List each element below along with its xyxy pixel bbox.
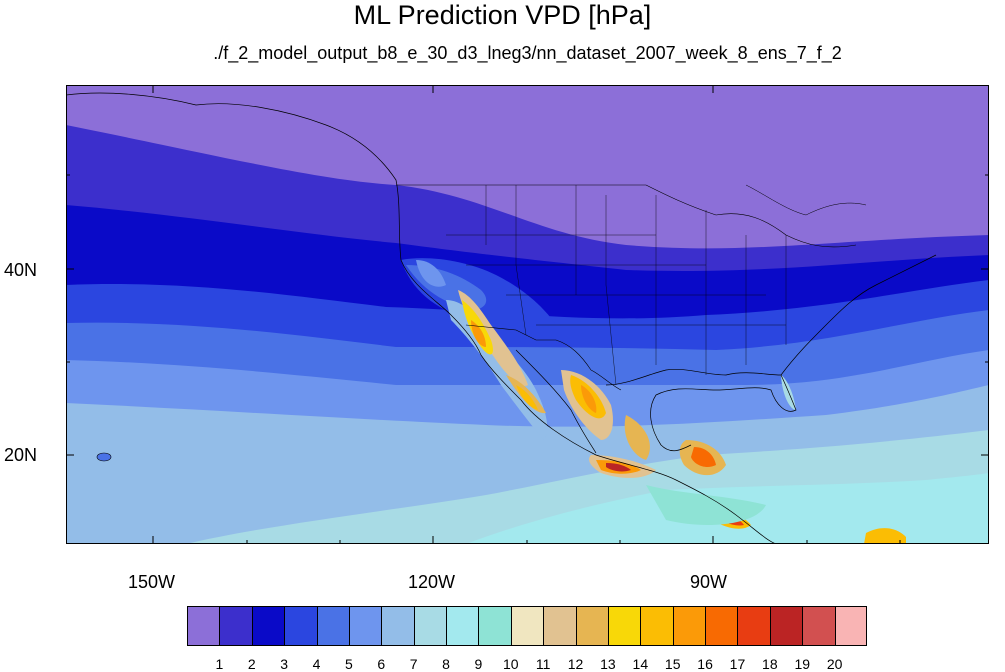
guatemala-2 [691, 447, 716, 468]
colorbar-swatch [478, 606, 512, 646]
x-tick-90w: 90W [690, 572, 728, 592]
colorbar-label: 8 [442, 656, 450, 672]
colorbar-swatch [187, 606, 220, 646]
y-tick-40n: 40N [4, 260, 38, 280]
colorbar-label: 18 [762, 656, 778, 672]
colorbar-swatch [381, 606, 415, 646]
colorbar-swatch [510, 606, 544, 646]
sw-dry-4 [471, 320, 486, 347]
colorbar-swatch [543, 606, 577, 646]
canada-outline [745, 184, 867, 216]
sw-dry-1 [446, 300, 548, 440]
gulf-of-california [515, 349, 597, 454]
nevada [416, 260, 446, 287]
pacific-coastline [66, 92, 777, 544]
colorbar-swatch [705, 606, 738, 646]
map-panel [66, 85, 989, 544]
colorbar-swatch [737, 606, 771, 646]
atlantic-coastline [780, 254, 937, 376]
mex-plateau-3 [581, 385, 597, 413]
mex-south-1 [624, 415, 650, 460]
colorbar-swatch [575, 606, 609, 646]
colorbar-label: 11 [535, 656, 551, 672]
colorbar-label: 16 [697, 656, 713, 672]
colorbar-swatch [834, 606, 867, 646]
colorbar-swatch [769, 606, 803, 646]
colorbar-label: 7 [409, 656, 418, 672]
colorbar-label: 19 [794, 656, 811, 672]
colorbar-label: 4 [312, 656, 321, 672]
figure-title: ML Prediction VPD [hPa] [353, 0, 652, 30]
colorbar-swatch [316, 606, 350, 646]
colorbar-label: 3 [280, 656, 289, 672]
hawaii [96, 452, 112, 462]
colorbar-swatch [413, 606, 447, 646]
us-mexico-border [465, 324, 622, 391]
colorbar-label: 15 [664, 656, 681, 672]
colorbar-label: 5 [344, 656, 353, 672]
colorbar-label: 9 [474, 656, 483, 672]
colorbar [187, 606, 867, 648]
x-tick-150w: 150W [128, 572, 176, 592]
colorbar-swatch [607, 606, 641, 646]
venezuela [864, 528, 906, 544]
colorbar-label: 14 [632, 656, 649, 672]
colorbar-swatch [446, 606, 479, 646]
vpd-contour-map [66, 85, 989, 544]
mex-hot-3 [606, 463, 631, 472]
colorbar-label: 17 [729, 656, 746, 672]
x-tick-120w: 120W [408, 572, 456, 592]
gulf-coastline [605, 369, 797, 452]
colorbar-label: 10 [503, 656, 519, 672]
colorbar-label: 2 [247, 656, 256, 672]
figure-subtitle: ./f_2_model_output_b8_e_30_d3_lneg3/nn_d… [213, 43, 842, 63]
colorbar-label: 1 [215, 656, 224, 672]
colorbar-label: 6 [377, 656, 386, 672]
colorbar-label: 13 [600, 656, 616, 672]
y-tick-20n: 20N [4, 445, 38, 465]
colorbar-swatch [219, 606, 253, 646]
colorbar-label: 20 [826, 656, 843, 672]
colorbar-label: 12 [567, 656, 584, 672]
colorbar-swatch [640, 606, 674, 646]
baja-dry-2 [516, 385, 538, 410]
state-lines [446, 185, 787, 386]
colorbar-swatch [284, 606, 318, 646]
colorbar-swatch [672, 606, 706, 646]
colorbar-swatch [348, 606, 382, 646]
us-canada-border [396, 184, 857, 248]
colorbar-swatch [251, 606, 285, 646]
colorbar-swatch [802, 606, 836, 646]
axis-ticks [66, 85, 989, 544]
